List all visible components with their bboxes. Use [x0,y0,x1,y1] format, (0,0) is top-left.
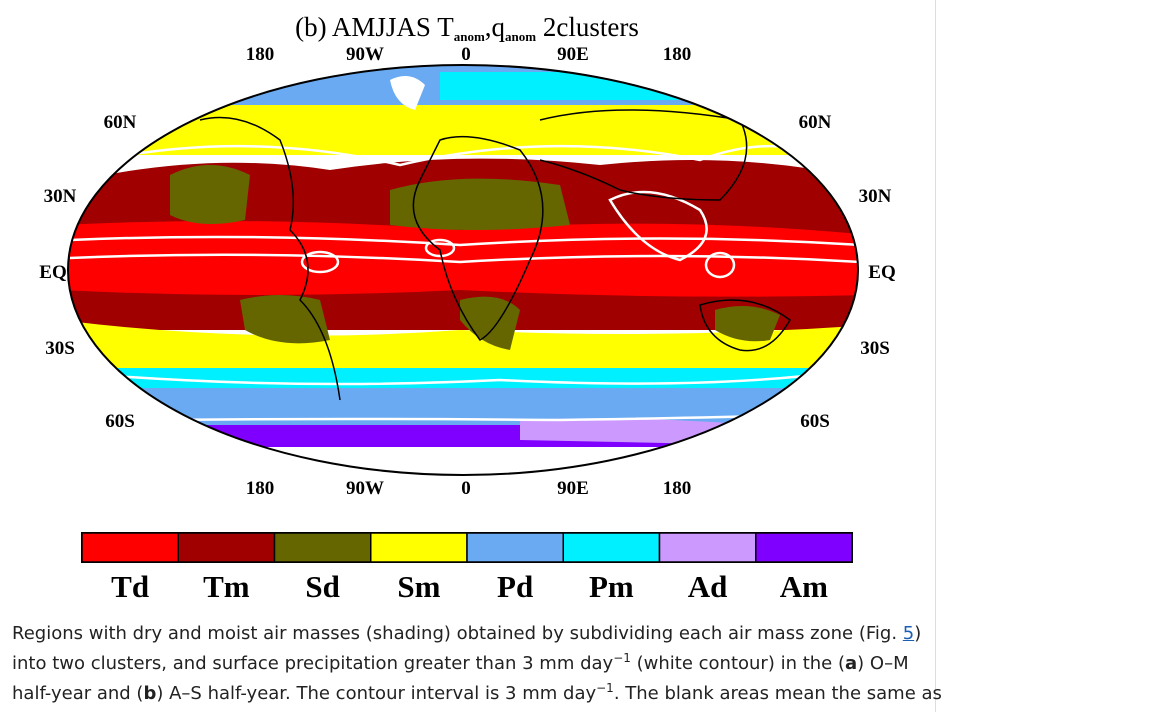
colorbar-label: Ad [688,569,728,604]
caption-text: half-year and ( [12,683,144,704]
panel-letter: b [143,683,157,704]
title-subscript: anom [505,29,536,44]
longitude-label: 90W [346,44,384,65]
colorbar-label: Tm [203,569,250,604]
caption-text: (white contour) in the ( [630,653,845,674]
figure-title: (b) AMJJAS Tanom,qanom 2clusters [295,12,639,44]
colorbar-label: Sm [397,569,440,604]
colorbar-label: Am [780,569,828,604]
colorbar-swatch [466,532,564,563]
map-border [67,64,859,476]
longitude-label: 90W [346,478,384,499]
colorbar-label: Pd [497,569,533,604]
caption-text: ) A–S half-year. The contour interval is… [156,683,597,704]
longitude-label: 180 [246,478,275,499]
latitude-label: 30S [860,338,890,359]
caption-text: into two clusters, and surface precipita… [12,653,614,674]
title-text: 2clusters [536,12,639,42]
latitude-label: 30N [44,186,77,207]
caption-text: ) O–M [857,653,909,674]
figure: (b) AMJJAS Tanom,qanom 2clusters [39,12,895,604]
latitude-label: 60N [799,112,832,133]
longitude-label: 90E [557,478,589,499]
superscript: −1 [613,651,631,665]
superscript: −1 [596,681,614,695]
longitude-label: 0 [461,478,471,499]
title-subscript: anom [454,29,485,44]
latitude-label: EQ [868,262,895,283]
caption: Regions with dry and moist air masses (s… [12,619,942,709]
longitude-label: 180 [246,44,275,65]
longitude-label: 180 [663,478,692,499]
longitude-label: 0 [461,44,471,65]
longitude-label: 90E [557,44,589,65]
longitude-label: 180 [663,44,692,65]
latitude-label: EQ [39,262,66,283]
figure-link[interactable]: 5 [902,623,915,644]
colorbar-label: Td [111,569,149,604]
latitude-label: 30S [45,338,75,359]
colorbar-swatch [658,532,757,563]
caption-text: Regions with dry and moist air masses (s… [12,623,903,644]
colorbar-label: Pm [589,569,634,604]
colorbar-swatch [81,532,179,563]
caption-text: ) [914,623,922,644]
title-text: (b) AMJJAS T [295,12,454,42]
latitude-label: 60N [104,112,137,133]
map [68,65,858,475]
colorbar-swatch [177,532,276,563]
page: (b) AMJJAS Tanom,qanom 2clusters [12,0,942,712]
title-text: ,q [485,12,506,42]
colorbar-swatch [562,532,661,563]
colorbar-swatch [273,532,372,563]
colorbar-label: Sd [305,569,339,604]
panel-letter: a [845,653,858,674]
latitude-label: 30N [859,186,892,207]
latitude-label: 60S [105,411,135,432]
caption-text: . The blank areas mean the same as [613,683,942,704]
colorbar-swatch [755,532,853,563]
colorbar-swatch [370,532,468,563]
latitude-label: 60S [800,411,830,432]
